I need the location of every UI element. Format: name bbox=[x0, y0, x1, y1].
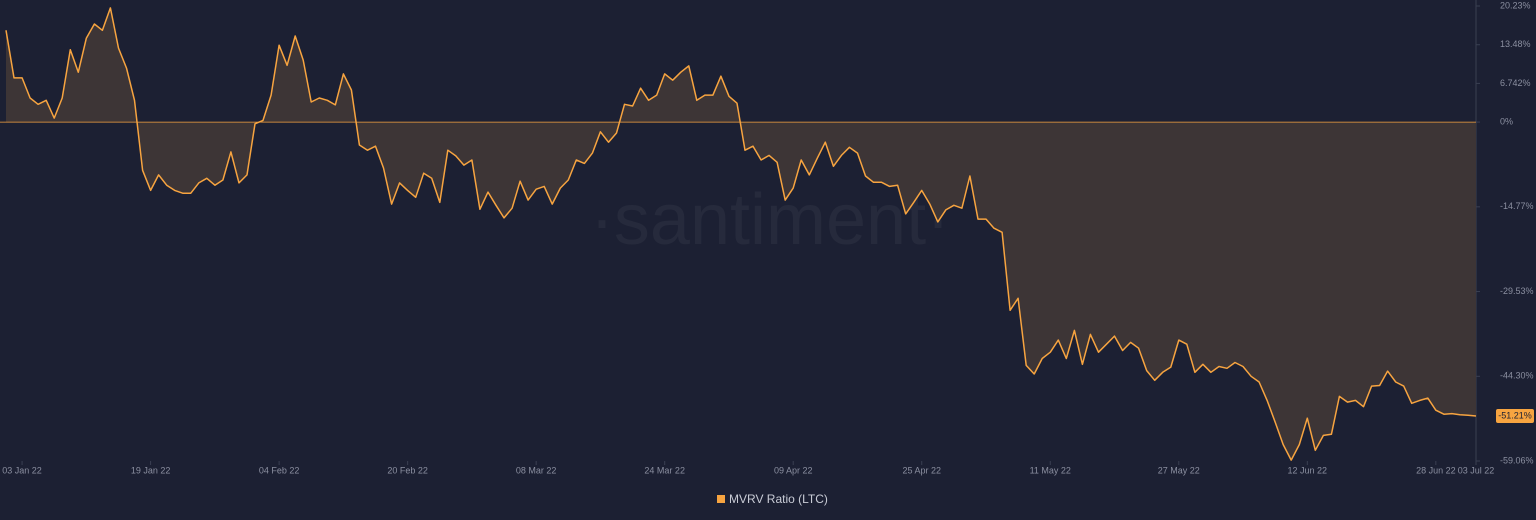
y-tick-label: 0% bbox=[1500, 116, 1513, 126]
y-tick-label: 6.742% bbox=[1500, 78, 1531, 88]
series-line bbox=[5, 7, 1477, 461]
x-tick-label: 09 Apr 22 bbox=[774, 465, 813, 475]
y-tick-label: -44.30% bbox=[1500, 371, 1534, 381]
x-tick-label: 19 Jan 22 bbox=[131, 465, 171, 475]
x-tick-label: 11 May 22 bbox=[1030, 465, 1071, 475]
x-tick-label: 12 Jun 22 bbox=[1288, 465, 1328, 475]
x-tick-label: 27 May 22 bbox=[1158, 465, 1200, 475]
x-tick-label: 24 Mar 22 bbox=[644, 465, 685, 475]
x-tick-label: 03 Jul 22 bbox=[1458, 465, 1495, 475]
y-tick-label: -29.53% bbox=[1500, 286, 1534, 296]
legend-label: MVRV Ratio (LTC) bbox=[729, 492, 828, 506]
y-tick-label: -14.77% bbox=[1500, 201, 1534, 211]
x-tick-label: 28 Jun 22 bbox=[1416, 465, 1456, 475]
watermark: ·santiment· bbox=[590, 180, 950, 260]
x-tick-label: 04 Feb 22 bbox=[259, 465, 300, 475]
x-tick-label: 20 Feb 22 bbox=[387, 465, 428, 475]
x-tick-label: 08 Mar 22 bbox=[516, 465, 557, 475]
y-tick-label: 13.48% bbox=[1500, 39, 1531, 49]
last-value-box bbox=[1496, 408, 1534, 423]
area-fill bbox=[6, 7, 1476, 461]
legend: MVRV Ratio (LTC) bbox=[717, 492, 828, 506]
legend-swatch bbox=[717, 495, 725, 503]
y-tick-label: 20.23% bbox=[1500, 0, 1531, 10]
last-value-label: -51.21% bbox=[1498, 410, 1532, 420]
x-tick-label: 25 Apr 22 bbox=[902, 465, 941, 475]
x-tick-label: 03 Jan 22 bbox=[2, 465, 42, 475]
y-tick-label: -59.06% bbox=[1500, 455, 1534, 465]
